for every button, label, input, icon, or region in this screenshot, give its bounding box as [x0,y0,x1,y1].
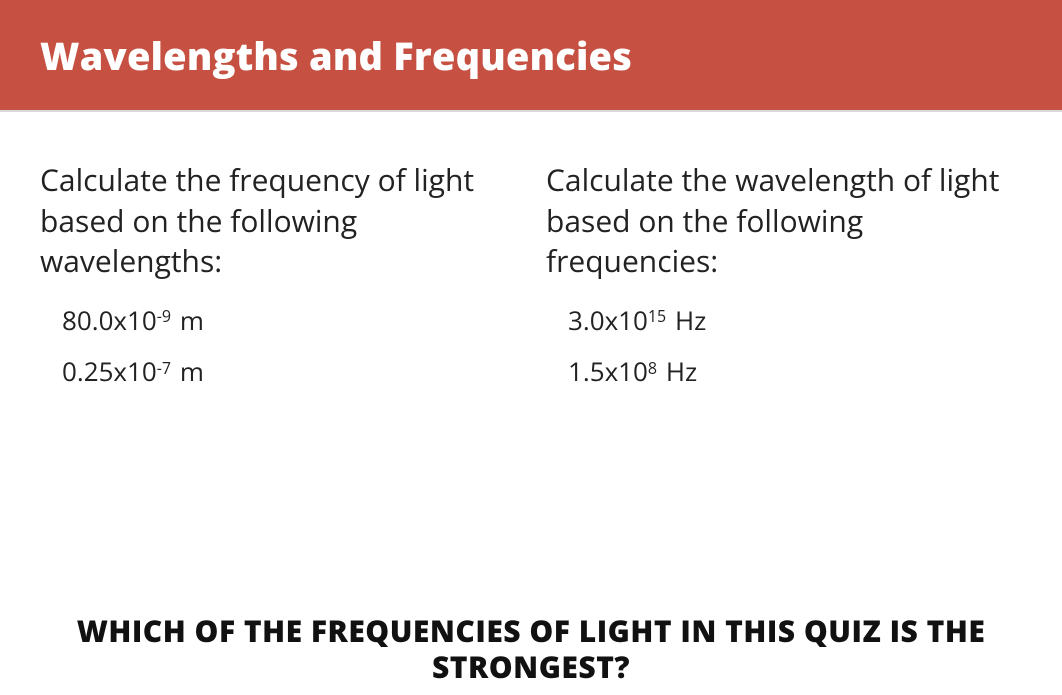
right-column: Calculate the wavelength of light based … [546,160,1022,407]
list-item: 80.0x10-9 m [62,304,516,338]
value-unit: Hz [675,302,706,338]
two-column-layout: Calculate the frequency of light based o… [40,160,1022,407]
value-unit: m [180,302,204,338]
value-exponent: 15 [648,305,666,327]
left-column: Calculate the frequency of light based o… [40,160,516,407]
value-unit: m [180,353,204,389]
left-prompt: Calculate the frequency of light based o… [40,160,516,282]
left-items: 80.0x10-9 m 0.25x10-7 m [40,304,516,390]
value-exponent: 8 [648,357,657,379]
value-coefficient: 3.0x10 [568,302,648,338]
page: Wavelengths and Frequencies Calculate th… [0,0,1062,695]
value-exponent: -9 [157,305,171,327]
value-unit: Hz [666,353,697,389]
list-item: 0.25x10-7 m [62,355,516,389]
page-title: Wavelengths and Frequencies [40,30,1022,82]
value-coefficient: 80.0x10 [62,302,157,338]
content-area: Calculate the frequency of light based o… [0,112,1062,407]
right-items: 3.0x1015 Hz 1.5x108 Hz [546,304,1022,390]
right-prompt: Calculate the wavelength of light based … [546,160,1022,282]
value-coefficient: 0.25x10 [62,353,157,389]
list-item: 3.0x1015 Hz [568,304,1022,338]
list-item: 1.5x108 Hz [568,355,1022,389]
value-coefficient: 1.5x10 [568,353,648,389]
value-exponent: -7 [157,357,171,379]
footer-question: WHICH OF THE FREQUENCIES OF LIGHT IN THI… [0,613,1062,685]
header-bar: Wavelengths and Frequencies [0,0,1062,112]
